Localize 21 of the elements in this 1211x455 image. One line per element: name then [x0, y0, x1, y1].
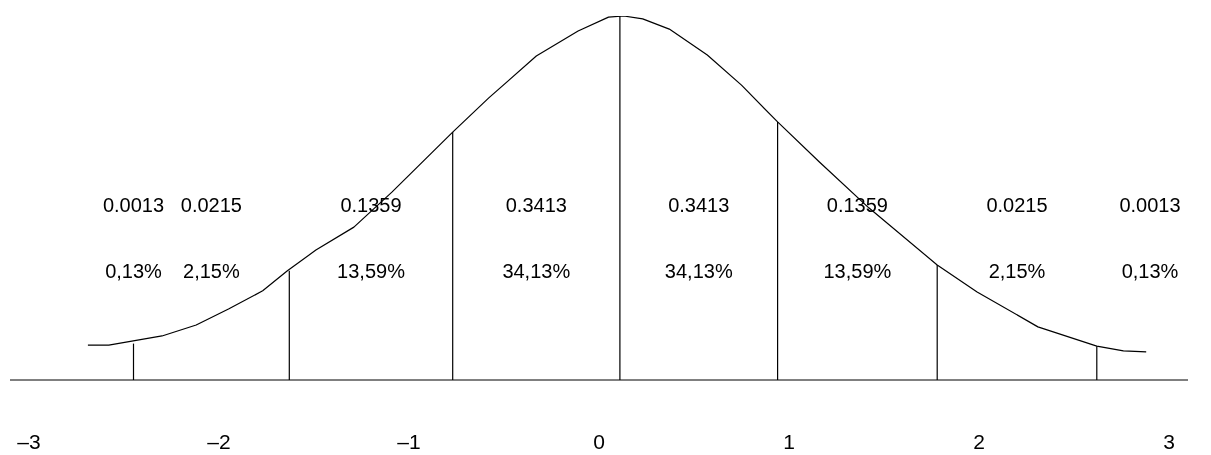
x-tick-label: –3	[17, 429, 41, 453]
annotation: 0.0215	[986, 194, 1048, 217]
x-tick-label: 0	[593, 429, 605, 453]
x-tick-label: 3	[1163, 429, 1175, 453]
annotation: 34,13%	[502, 259, 571, 282]
annotation: 13,59%	[823, 259, 892, 282]
x-tick-label: 1	[783, 429, 795, 453]
annotation: 0.0215	[180, 194, 242, 217]
x-tick-label: –1	[397, 429, 421, 453]
annotation: 0.0013	[1119, 194, 1181, 217]
annotation: 0.3413	[668, 194, 730, 217]
annotation: 0.0013	[102, 194, 165, 217]
annotation: 34,13%	[664, 259, 733, 282]
x-tick-label: 2	[973, 429, 985, 453]
x-tick-label: –2	[207, 429, 231, 453]
annotation: 0.3413	[505, 194, 567, 217]
annotation: 0,13%	[1121, 259, 1179, 282]
annotation: 13,59%	[337, 259, 406, 282]
annotation: 2,15%	[988, 259, 1046, 282]
annotation: 2,15%	[183, 259, 240, 282]
annotation: 0,13%	[105, 259, 163, 282]
